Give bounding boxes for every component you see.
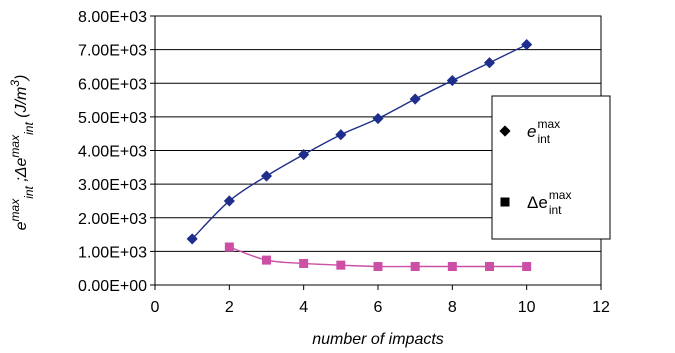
legend-label-delta-e-int-max: Δemax int <box>527 188 571 217</box>
data-point-e-int-max <box>262 255 271 265</box>
series-e-int-max <box>186 39 533 245</box>
y-tick-labels: 0.00E+00 1.00E+03 2.00E+03 3.00E+03 4.00E+03… <box>78 9 155 295</box>
data-point-e-int-max <box>298 148 310 161</box>
legend: emax int Δemax int <box>491 95 611 240</box>
data-point-e-int-max <box>410 262 420 272</box>
data-point-e-int-max <box>186 233 198 245</box>
y-axis-title-e2: e <box>13 157 30 166</box>
series-e-int-max <box>224 242 532 272</box>
data-point-e-int-max <box>485 262 494 272</box>
y-axis-title-e2-sub: int <box>22 122 36 135</box>
legend-diamond-marker <box>499 125 511 137</box>
data-point-e-int-max <box>260 170 273 182</box>
data-point-e-int-max <box>336 260 346 270</box>
x-tick-label: 4 <box>299 299 308 316</box>
x-tick-label: 0 <box>151 299 160 316</box>
y-tick-label: 2.00E+03 <box>78 211 147 228</box>
data-point-e-int-max <box>522 262 532 272</box>
data-point-e-int-max <box>224 242 234 252</box>
x-tick-labels: 0 2 4 6 8 10 12 <box>151 285 610 316</box>
x-tick-label: 10 <box>518 299 536 316</box>
legend-square-marker <box>500 197 510 207</box>
y-tick-label: 5.00E+03 <box>78 110 147 127</box>
y-axis-title: emaxint ;Δemaxint (J/m3) <box>8 75 36 231</box>
y-axis-title-e1-sup: max <box>8 198 22 222</box>
y-axis-title-e1-sub: int <box>22 185 36 198</box>
series-line-e-int-max <box>191 43 527 240</box>
y-tick-label: 7.00E+03 <box>78 43 147 60</box>
y-axis-title-units: (J/m <box>13 87 30 123</box>
data-point-e-int-max <box>299 258 309 268</box>
data-point-e-int-max <box>521 39 533 51</box>
y-axis-title-sep: ; <box>13 177 30 186</box>
x-axis-title: number of impacts <box>312 331 444 348</box>
x-tick-label: 12 <box>592 299 610 316</box>
legend-label-e-int-max-base: e <box>527 122 536 141</box>
data-point-e-int-max <box>447 262 457 272</box>
y-axis-title-e1: e <box>13 221 30 230</box>
legend-label-delta-e-int-max-base: Δe <box>527 193 548 212</box>
data-point-e-int-max <box>223 195 235 207</box>
data-point-e-int-max <box>372 112 384 125</box>
data-point-e-int-max <box>373 262 383 272</box>
data-point-e-int-max <box>483 57 496 69</box>
y-tick-label: 8.00E+03 <box>78 9 147 26</box>
y-tick-label: 4.00E+03 <box>78 144 147 161</box>
y-tick-label: 0.00E+00 <box>78 278 147 295</box>
legend-marker-delta-e-int-max <box>500 197 510 207</box>
y-tick-label: 6.00E+03 <box>78 76 147 93</box>
legend-marker-e-int-max <box>499 125 511 137</box>
data-point-e-int-max <box>446 74 458 87</box>
legend-label-e-int-max-sub: int <box>537 132 550 146</box>
data-point-e-int-max <box>409 93 421 105</box>
y-axis-title-units-sup: 3 <box>8 80 22 87</box>
data-point-e-int-max <box>335 129 347 141</box>
legend-label-delta-e-int-max-sup: max <box>549 188 572 202</box>
y-tick-label: 1.00E+03 <box>78 244 147 261</box>
y-axis-title-units-close: ) <box>13 75 30 82</box>
x-tick-label: 2 <box>225 299 234 316</box>
y-axis-title-delta: Δ <box>13 166 30 178</box>
y-tick-label: 3.00E+03 <box>78 177 147 194</box>
legend-label-e-int-max: emax int <box>527 117 560 146</box>
y-axis-title-e2-sup: max <box>8 134 22 158</box>
x-tick-label: 8 <box>448 299 457 316</box>
legend-label-delta-e-int-max-sub: int <box>549 203 562 217</box>
legend-box <box>491 95 611 240</box>
x-tick-label: 6 <box>374 299 383 316</box>
series-layer <box>186 39 533 272</box>
legend-label-e-int-max-sup: max <box>537 117 560 131</box>
